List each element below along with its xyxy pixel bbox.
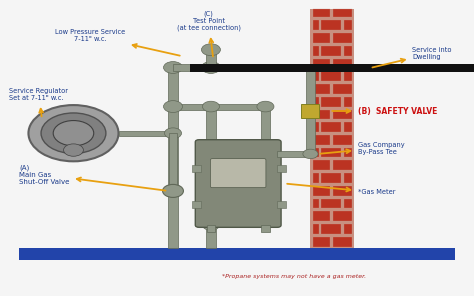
Circle shape <box>28 105 118 161</box>
Bar <box>313 9 330 17</box>
Bar <box>333 9 352 17</box>
Text: Service into
Dwelling: Service into Dwelling <box>373 47 452 67</box>
Circle shape <box>41 113 106 153</box>
Text: (B)  SAFETY VALVE: (B) SAFETY VALVE <box>332 107 437 115</box>
Text: (A)
Main Gas
Shut-Off Valve: (A) Main Gas Shut-Off Valve <box>19 164 165 191</box>
Bar <box>333 186 352 196</box>
Text: Low Pressure Service
7-11" w.c.: Low Pressure Service 7-11" w.c. <box>55 29 180 56</box>
Bar <box>321 97 341 107</box>
Bar <box>313 224 319 234</box>
Bar <box>333 33 352 43</box>
Circle shape <box>163 184 183 197</box>
Circle shape <box>257 101 274 112</box>
Bar <box>313 211 330 221</box>
Bar <box>344 148 352 157</box>
Bar <box>321 46 341 56</box>
Bar <box>313 110 330 119</box>
Bar <box>19 248 455 260</box>
Text: (C)
Test Point
(at tee connection): (C) Test Point (at tee connection) <box>176 10 241 57</box>
Bar <box>333 211 352 221</box>
Bar <box>313 135 330 145</box>
Bar <box>321 148 341 157</box>
Circle shape <box>53 120 94 146</box>
Circle shape <box>303 149 318 159</box>
Bar <box>321 224 341 234</box>
FancyBboxPatch shape <box>195 140 281 227</box>
Bar <box>301 104 319 118</box>
Bar <box>261 225 270 232</box>
Bar <box>344 224 352 234</box>
Bar <box>333 135 352 145</box>
Bar <box>313 97 319 107</box>
Bar <box>261 107 270 142</box>
Bar <box>333 110 352 119</box>
Bar <box>118 131 178 136</box>
Bar <box>333 160 352 170</box>
Bar <box>206 50 216 67</box>
Bar <box>207 225 215 232</box>
Circle shape <box>164 101 182 112</box>
Bar <box>206 225 216 248</box>
Circle shape <box>164 128 182 139</box>
Bar <box>313 20 319 30</box>
Text: Gas Company
By-Pass Tee: Gas Company By-Pass Tee <box>320 141 404 155</box>
Bar <box>211 104 265 110</box>
Bar <box>192 201 201 208</box>
Bar <box>277 151 315 157</box>
Bar <box>344 122 352 132</box>
Bar <box>344 46 352 56</box>
Bar <box>313 59 330 68</box>
Text: Service Regulator
Set at 7-11" w.c.: Service Regulator Set at 7-11" w.c. <box>9 88 68 116</box>
Bar <box>313 122 319 132</box>
Bar <box>190 64 474 72</box>
Bar <box>313 148 319 157</box>
Bar <box>321 199 341 208</box>
Circle shape <box>202 101 219 112</box>
Bar <box>344 97 352 107</box>
Bar <box>333 59 352 68</box>
Bar <box>192 165 201 172</box>
Bar <box>173 64 211 71</box>
Circle shape <box>201 44 220 56</box>
Bar <box>313 160 330 170</box>
Bar <box>313 46 319 56</box>
Bar <box>321 71 341 81</box>
Bar <box>313 33 330 43</box>
Bar <box>173 104 211 110</box>
Circle shape <box>64 144 83 156</box>
Bar <box>169 133 177 191</box>
Bar <box>313 237 330 247</box>
Bar <box>321 173 341 183</box>
Bar <box>313 71 319 81</box>
Circle shape <box>164 62 182 73</box>
Bar <box>313 199 319 208</box>
Bar <box>321 122 341 132</box>
Text: *Propane systems may not have a gas meter.: *Propane systems may not have a gas mete… <box>222 274 366 279</box>
Bar <box>313 84 330 94</box>
Bar <box>333 84 352 94</box>
FancyBboxPatch shape <box>210 159 266 188</box>
Bar <box>277 165 286 172</box>
Bar <box>306 68 315 154</box>
Bar <box>344 20 352 30</box>
Bar <box>344 199 352 208</box>
Text: *Gas Meter: *Gas Meter <box>287 184 395 195</box>
Bar <box>310 9 354 248</box>
Bar <box>277 201 286 208</box>
Circle shape <box>201 62 220 73</box>
Bar <box>313 186 330 196</box>
Bar <box>344 71 352 81</box>
Bar <box>344 173 352 183</box>
Bar <box>321 20 341 30</box>
Bar <box>333 237 352 247</box>
Bar <box>313 173 319 183</box>
Circle shape <box>202 220 219 230</box>
Bar <box>206 107 216 142</box>
Bar <box>168 67 178 248</box>
